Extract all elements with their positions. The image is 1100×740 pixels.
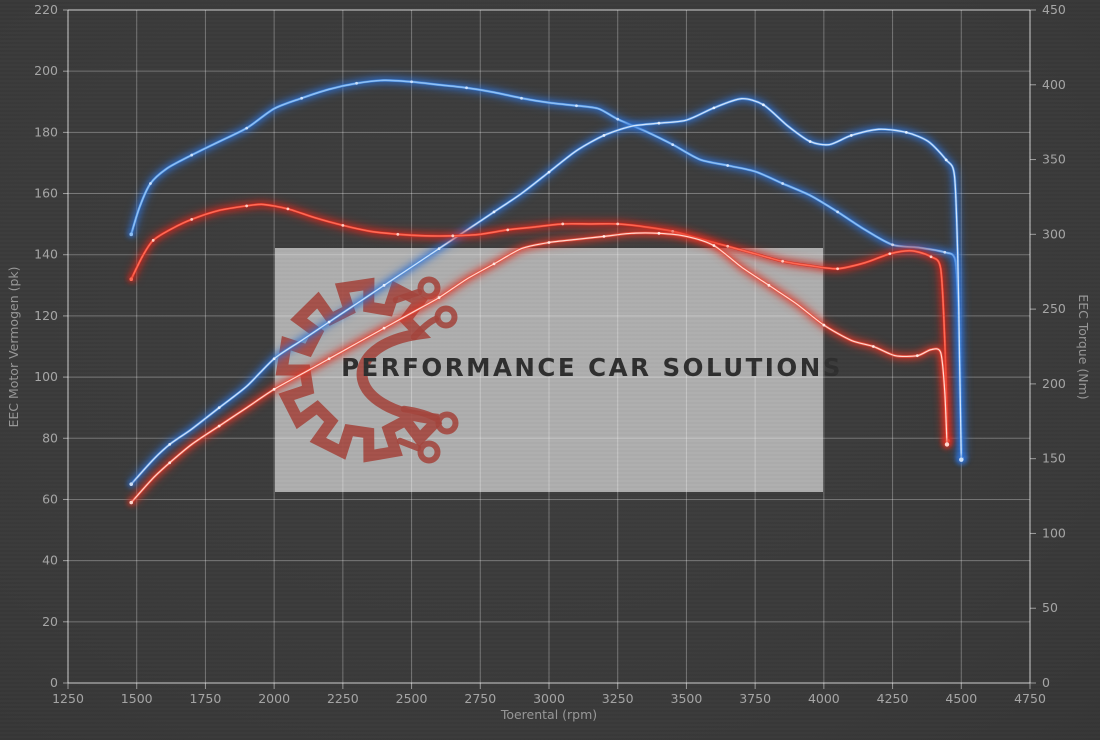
watermark-logo	[275, 276, 459, 464]
x-tick-label: 4250	[877, 691, 909, 706]
y-left-axis-title: EEC Motor Vermogen (pk)	[6, 266, 21, 427]
x-tick-label: 3500	[671, 691, 703, 706]
y-left-tick-label: 140	[34, 247, 58, 262]
x-tick-label: 3250	[602, 691, 634, 706]
x-tick-label: 1500	[121, 691, 153, 706]
y-right-tick-label: 0	[1042, 675, 1050, 690]
circuit-trace-icon	[400, 405, 441, 423]
curve-blue-torque-nm	[126, 75, 967, 464]
y-right-tick-label: 50	[1042, 600, 1058, 615]
y-right-tick-label: 300	[1042, 226, 1066, 241]
circuit-trace-icon	[410, 315, 440, 341]
circuit-node-icon	[417, 440, 441, 464]
y-left-tick-label: 20	[42, 614, 58, 629]
x-tick-label: 1250	[52, 691, 84, 706]
y-right-tick-label: 150	[1042, 451, 1066, 466]
y-right-tick-label: 450	[1042, 2, 1066, 17]
y-left-tick-label: 120	[34, 308, 58, 323]
circuit-node-icon	[434, 305, 458, 329]
y-left-tick-label: 80	[42, 430, 58, 445]
y-left-tick-label: 200	[34, 63, 58, 78]
gear-icon	[275, 277, 443, 463]
y-left-tick-label: 40	[42, 553, 58, 568]
y-right-tick-label: 100	[1042, 525, 1066, 540]
curve-red-torque-nm	[127, 199, 953, 446]
x-tick-label: 2750	[464, 691, 496, 706]
curve-red-power-pk	[127, 228, 952, 507]
y-right-axis-title: EEC Torque (Nm)	[1076, 294, 1091, 399]
y-left-tick-label: 220	[34, 2, 58, 17]
x-tick-label: 3000	[533, 691, 565, 706]
x-tick-label: 2250	[327, 691, 359, 706]
y-right-tick-label: 250	[1042, 301, 1066, 316]
y-right-tick-label: 200	[1042, 376, 1066, 391]
y-left-tick-label: 60	[42, 491, 58, 506]
x-tick-label: 4500	[945, 691, 977, 706]
y-left-tick-label: 0	[50, 675, 58, 690]
tick-labels-layer: 1250 1500 1750 2000 2250 2500 2750 3000 3250 3500…	[34, 2, 1066, 706]
y-left-tick-label: 100	[34, 369, 58, 384]
x-tick-label: 1750	[190, 691, 222, 706]
x-tick-label: 4000	[808, 691, 840, 706]
y-left-tick-label: 180	[34, 124, 58, 139]
circuit-node-icon	[435, 411, 459, 435]
circuit-node-icon	[417, 276, 441, 300]
x-axis-title: Toerental (rpm)	[500, 707, 597, 722]
y-right-tick-label: 350	[1042, 152, 1066, 167]
curve-blue-power-pk	[127, 94, 966, 488]
grid-layer	[63, 9, 1036, 689]
y-right-tick-label: 400	[1042, 77, 1066, 92]
circuit-trace-icon	[396, 437, 422, 452]
x-tick-label: 4750	[1014, 691, 1046, 706]
watermark-text: PERFORMANCE CAR SOLUTIONS	[341, 353, 843, 382]
circuit-trace-icon	[392, 288, 423, 304]
x-tick-label: 3750	[739, 691, 771, 706]
y-left-tick-label: 160	[34, 186, 58, 201]
curves-layer	[126, 75, 967, 507]
x-tick-label: 2500	[396, 691, 428, 706]
x-tick-label: 2000	[258, 691, 290, 706]
